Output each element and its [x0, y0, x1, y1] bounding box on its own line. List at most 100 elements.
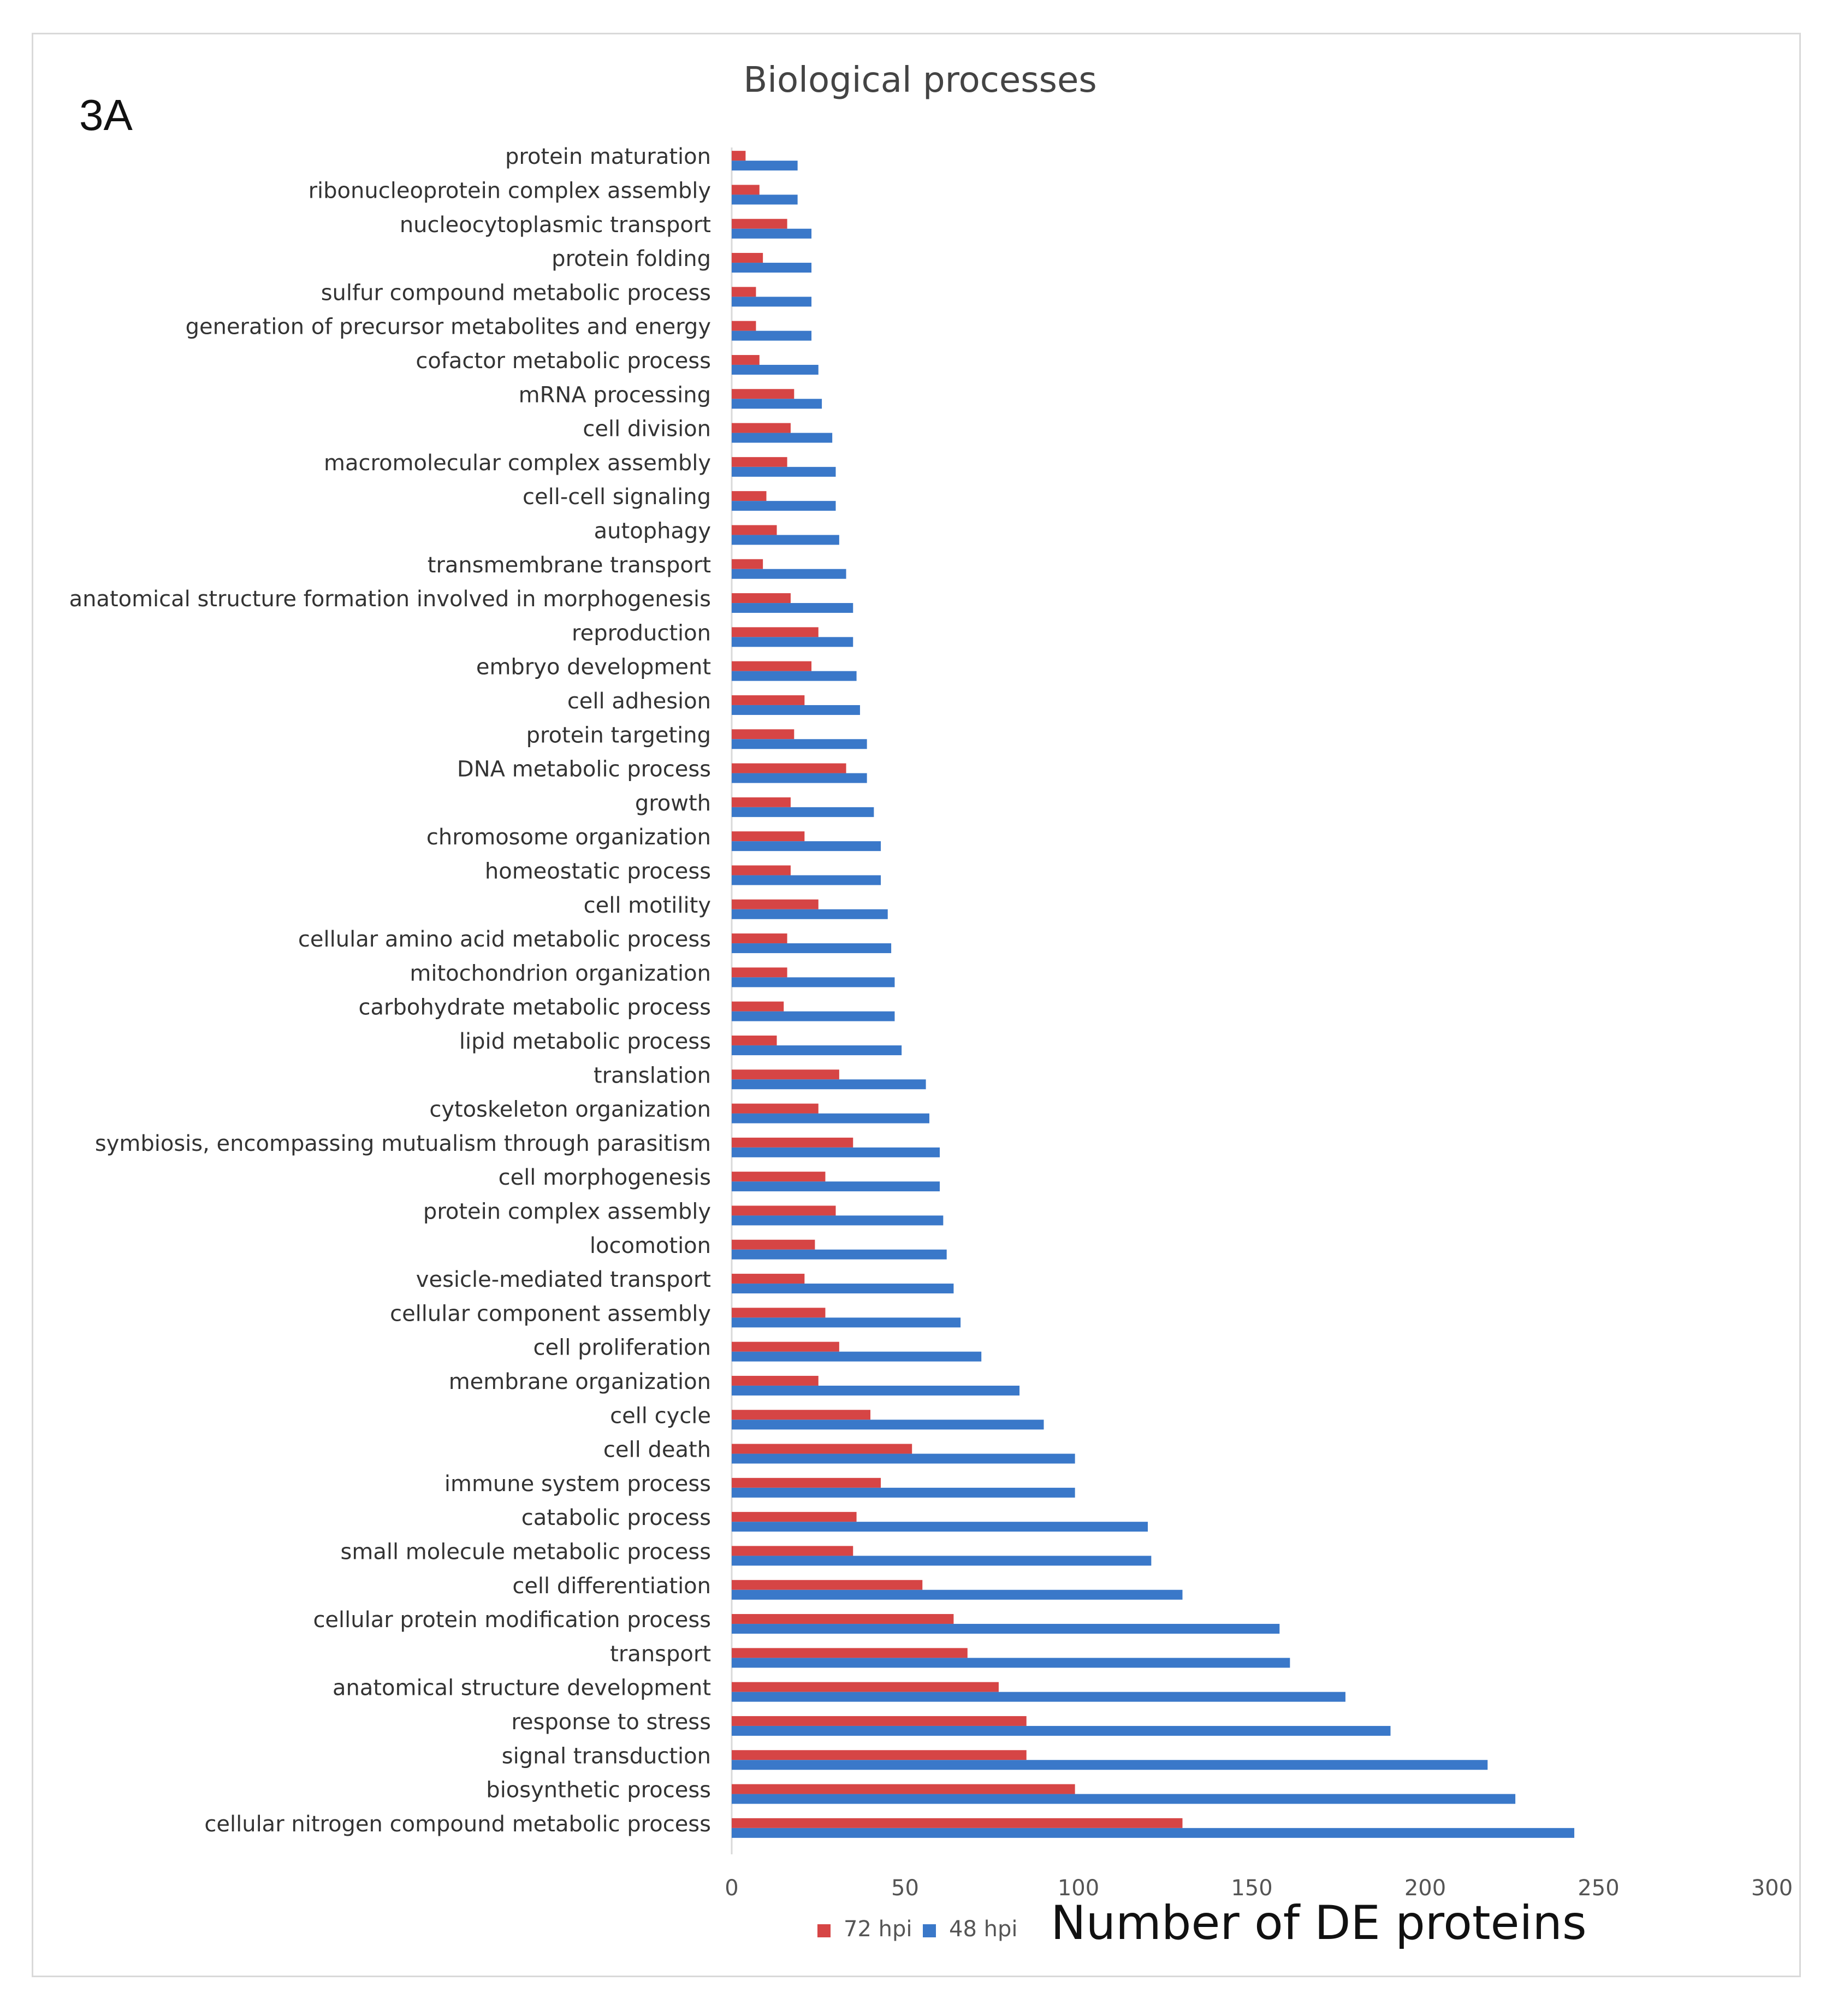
category-label: protein targeting — [526, 723, 711, 748]
bar-72-hpi — [732, 831, 805, 842]
bar-48-hpi — [732, 1181, 940, 1192]
bar-48-hpi — [732, 807, 874, 817]
legend: 72 hpi 48 hpi — [817, 1917, 1017, 1942]
category-label: anatomical structure formation involved … — [69, 587, 711, 612]
category-label: cell motility — [584, 893, 711, 918]
bar-48-hpi — [732, 1624, 1280, 1634]
bar-48-hpi — [732, 1011, 895, 1021]
x-tick-label: 50 — [891, 1876, 919, 1901]
bar-72-hpi — [732, 389, 795, 399]
bar-72-hpi — [732, 933, 787, 944]
category-label: cellular nitrogen compound metabolic pro… — [204, 1812, 711, 1837]
category-label: macromolecular complex assembly — [324, 451, 711, 476]
bar-72-hpi — [732, 627, 819, 637]
category-label: cell death — [603, 1438, 711, 1463]
bar-48-hpi — [732, 194, 798, 205]
category-label: biosynthetic process — [486, 1778, 711, 1803]
category-label: signal transduction — [502, 1743, 711, 1769]
legend-label-72-hpi: 72 hpi — [844, 1917, 912, 1942]
bar-48-hpi — [732, 1725, 1391, 1736]
x-tick-label: 300 — [1751, 1876, 1793, 1901]
category-label: translation — [594, 1063, 711, 1088]
bar-48-hpi — [732, 1487, 1075, 1498]
bar-72-hpi — [732, 1205, 836, 1216]
category-label: cellular amino acid metabolic process — [298, 927, 711, 952]
bar-72-hpi — [732, 1103, 819, 1114]
bar-72-hpi — [732, 865, 791, 876]
bar-72-hpi — [732, 797, 791, 807]
bar-48-hpi — [732, 1522, 1148, 1532]
category-label: mRNA processing — [519, 382, 711, 407]
bar-72-hpi — [732, 218, 787, 229]
bar-48-hpi — [732, 501, 836, 511]
legend-swatch-72-hpi — [817, 1924, 831, 1937]
bar-72-hpi — [732, 253, 763, 263]
bar-72-hpi — [732, 1239, 815, 1250]
bar-48-hpi — [732, 1589, 1183, 1600]
bar-48-hpi — [732, 841, 881, 852]
bar-72-hpi — [732, 1477, 881, 1488]
bar-48-hpi — [732, 1692, 1345, 1702]
category-label: cell division — [583, 417, 711, 442]
bar-48-hpi — [732, 977, 895, 988]
category-label: cellular protein modification process — [313, 1607, 711, 1633]
bar-72-hpi — [732, 763, 846, 773]
bar-48-hpi — [732, 1794, 1516, 1804]
legend-label-48-hpi: 48 hpi — [949, 1917, 1017, 1942]
bar-48-hpi — [732, 1215, 944, 1226]
category-label: cell adhesion — [567, 689, 711, 714]
bar-48-hpi — [732, 399, 822, 409]
chart-title: Biological processes — [743, 60, 1096, 100]
bar-72-hpi — [732, 1614, 954, 1624]
bar-72-hpi — [732, 1035, 777, 1045]
panel-label: 3A — [79, 91, 133, 139]
bar-48-hpi — [732, 1317, 961, 1328]
bar-72-hpi — [732, 1784, 1075, 1794]
bar-72-hpi — [732, 1172, 826, 1182]
bar-48-hpi — [732, 297, 812, 307]
category-label: protein complex assembly — [423, 1199, 711, 1224]
bar-48-hpi — [732, 1284, 954, 1294]
bar-48-hpi — [732, 603, 853, 613]
bar-48-hpi — [732, 1351, 982, 1362]
bar-48-hpi — [732, 161, 798, 171]
bar-48-hpi — [732, 535, 839, 545]
bar-48-hpi — [732, 1658, 1290, 1668]
category-label: cell proliferation — [533, 1335, 711, 1361]
category-label: cell cycle — [610, 1403, 711, 1428]
bar-48-hpi — [732, 705, 860, 715]
bar-48-hpi — [732, 909, 888, 919]
bar-48-hpi — [732, 1045, 902, 1055]
bar-72-hpi — [732, 1274, 805, 1284]
bar-72-hpi — [732, 1648, 968, 1658]
category-label: locomotion — [590, 1233, 711, 1258]
bar-72-hpi — [732, 457, 787, 467]
bar-72-hpi — [732, 151, 746, 161]
category-label: homeostatic process — [485, 859, 711, 884]
category-label: anatomical structure development — [333, 1676, 711, 1701]
bar-48-hpi — [732, 1147, 940, 1157]
category-label: protein maturation — [505, 144, 711, 169]
bar-48-hpi — [732, 773, 867, 783]
bar-72-hpi — [732, 1580, 923, 1590]
bar-48-hpi — [732, 228, 812, 239]
category-label: cofactor metabolic process — [416, 348, 711, 374]
bar-48-hpi — [732, 433, 833, 443]
category-label: sulfur compound metabolic process — [321, 280, 711, 305]
bar-72-hpi — [732, 1818, 1183, 1828]
bar-48-hpi — [732, 739, 867, 749]
category-label: response to stress — [511, 1710, 711, 1735]
bar-48-hpi — [732, 1420, 1044, 1430]
category-label: vesicle-mediated transport — [416, 1267, 711, 1292]
category-label: DNA metabolic process — [457, 757, 711, 782]
bar-72-hpi — [732, 1001, 784, 1012]
category-label: reproduction — [572, 620, 711, 646]
x-tick-label: 150 — [1231, 1876, 1272, 1901]
bar-72-hpi — [732, 1308, 826, 1318]
bar-72-hpi — [732, 593, 791, 604]
x-tick-label: 200 — [1404, 1876, 1446, 1901]
bar-48-hpi — [732, 569, 846, 579]
category-label: growth — [635, 791, 711, 816]
x-tick-label: 250 — [1578, 1876, 1619, 1901]
